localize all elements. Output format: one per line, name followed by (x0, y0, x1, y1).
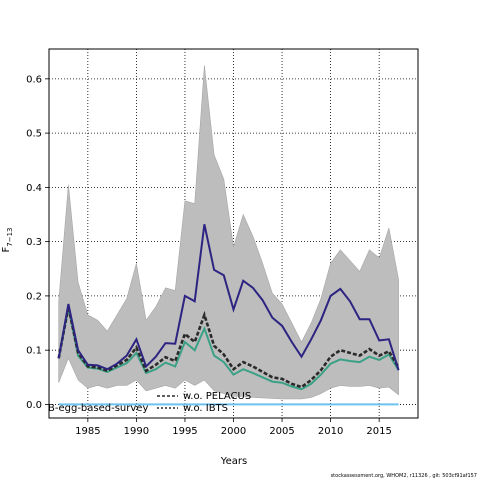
legend-label-egg-survey: B-egg-based-survey (48, 403, 148, 414)
y-tick-label: 0.6 (26, 74, 42, 85)
y-tick-label: 0.3 (26, 237, 42, 248)
y-axis-label-subscript: 7−13 (6, 228, 14, 247)
x-axis-ticks: 1985 1990 1995 2000 2005 2010 2015 (75, 418, 392, 437)
confidence-band (58, 65, 399, 400)
legend-label-pelacus: w.o. PELACUS (183, 391, 251, 402)
y-tick-label: 0.2 (26, 291, 42, 302)
series-line-ibts (57, 307, 400, 391)
y-tick-label: 0.1 (26, 346, 42, 357)
y-tick-label: 0.0 (26, 400, 42, 411)
x-tick-label: 2010 (318, 426, 343, 437)
footer-credit: stockassessment.org, WHOM2, r11326 , git… (330, 473, 477, 479)
x-tick-label: 1995 (172, 426, 197, 437)
y-tick-label: 0.4 (26, 183, 42, 194)
confidence-band-layer (58, 65, 399, 400)
x-tick-label: 1990 (124, 426, 149, 437)
series-line-main (57, 224, 400, 371)
legend: w.o. PELACUS w.o. IBTS B-egg-based-surve… (48, 391, 251, 414)
y-axis-label: F7−13 (1, 228, 14, 253)
series-lines-layer (57, 224, 400, 406)
series-line-pelacus (57, 306, 400, 389)
y-tick-label: 0.5 (26, 129, 42, 140)
x-tick-label: 2015 (366, 426, 391, 437)
y-axis-label-main: F (1, 247, 12, 253)
x-tick-label: 1985 (75, 426, 100, 437)
legend-label-ibts: w.o. IBTS (183, 403, 228, 414)
x-tick-label: 2000 (221, 426, 246, 437)
x-axis-label: Years (220, 456, 247, 467)
y-axis-ticks: 0.0 0.1 0.2 0.3 0.4 0.5 0.6 (26, 74, 49, 411)
x-tick-label: 2005 (269, 426, 294, 437)
